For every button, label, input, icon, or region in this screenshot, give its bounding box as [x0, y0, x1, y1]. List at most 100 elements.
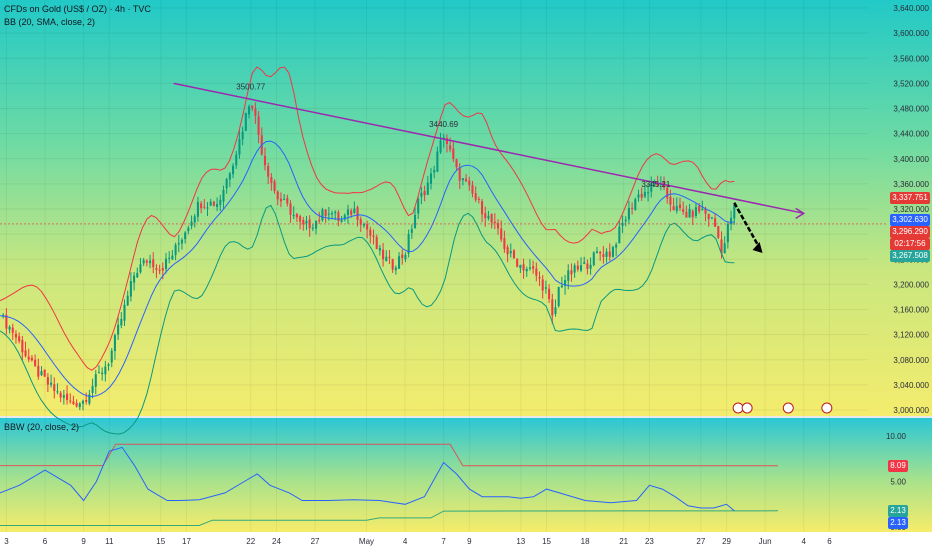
- candle-body: [53, 384, 56, 392]
- candle-body: [420, 192, 423, 197]
- candle-body: [647, 192, 650, 194]
- candle-body: [394, 267, 397, 271]
- candle-body: [219, 199, 222, 205]
- candle-body: [91, 386, 94, 393]
- candle-body: [532, 266, 535, 269]
- resistance-trendline[interactable]: [173, 82, 804, 215]
- x-tick-label: 4: [801, 537, 806, 546]
- event-flag-icon[interactable]: [732, 402, 744, 414]
- candle-body: [682, 209, 685, 212]
- candle-body: [429, 173, 433, 184]
- candle-body: [468, 180, 471, 186]
- candle-body: [184, 232, 187, 240]
- candle-body: [330, 213, 334, 215]
- candle-body: [305, 220, 308, 224]
- x-tick-label: 24: [272, 537, 281, 546]
- candle-body: [615, 244, 618, 248]
- candle-body: [691, 210, 694, 218]
- candle-body: [707, 214, 710, 220]
- price-badge: 3,302.630: [890, 213, 930, 226]
- bbw-legend[interactable]: BBW (20, close, 2): [4, 422, 80, 432]
- candle-body: [378, 247, 381, 251]
- bbw-highest-expansion: [0, 443, 778, 467]
- candle-body: [576, 265, 579, 270]
- x-tick-label: 15: [156, 537, 165, 546]
- candle-body: [516, 259, 519, 267]
- candle-body: [244, 113, 247, 131]
- candle-body: [43, 369, 46, 377]
- x-tick-label: 11: [105, 537, 114, 546]
- bb-legend[interactable]: BB (20, SMA, close, 2): [4, 17, 96, 27]
- x-tick-label: 13: [516, 537, 525, 546]
- symbol-legend[interactable]: CFDs on Gold (US$ / OZ) · 4h · TVC: [4, 4, 151, 14]
- candle-body: [340, 219, 343, 222]
- candle-body: [535, 268, 538, 276]
- candle-body: [484, 213, 487, 219]
- bb-basis-line: [0, 140, 735, 398]
- candle-body: [730, 217, 733, 225]
- pane-separator[interactable]: [0, 416, 932, 418]
- x-tick-label: 29: [722, 537, 731, 546]
- candle-body: [123, 304, 126, 321]
- candle-body: [564, 280, 567, 286]
- time-axis[interactable]: [0, 532, 932, 550]
- x-tick-label: 6: [43, 537, 48, 546]
- candle-body: [247, 106, 251, 115]
- candle-body: [324, 209, 327, 216]
- candle-body: [158, 269, 161, 271]
- event-flag-icon[interactable]: [782, 402, 794, 414]
- bb-upper-band: [0, 66, 735, 371]
- y-tick-label: 3,640.000: [893, 4, 929, 13]
- candle-body: [496, 223, 500, 229]
- event-flag-icon[interactable]: [741, 402, 753, 414]
- candle-body: [541, 279, 544, 291]
- y-tick-label: 3,000.000: [893, 406, 929, 415]
- candle-body: [477, 198, 480, 200]
- bbw-value-badge: 2.13: [888, 504, 908, 517]
- candle-body: [611, 247, 614, 258]
- candle-body: [203, 206, 206, 208]
- candle-body: [592, 252, 595, 266]
- candle-body: [385, 256, 388, 262]
- candle-body: [190, 221, 193, 227]
- candle-body: [302, 220, 305, 225]
- candle-body: [110, 350, 113, 363]
- candle-body: [270, 177, 273, 183]
- bb-lower-band: [0, 204, 735, 435]
- candle-body: [423, 190, 426, 196]
- bbw-value-badge: 8.09: [888, 459, 908, 472]
- bbw-indicator-pane[interactable]: [0, 418, 932, 532]
- candle-body: [327, 213, 330, 215]
- projection-arrow[interactable]: [733, 202, 761, 249]
- candle-body: [193, 216, 196, 223]
- candle-body: [133, 275, 136, 283]
- candle-body: [356, 207, 359, 220]
- candle-body: [152, 259, 155, 268]
- candle-body: [375, 237, 378, 249]
- candle-body: [525, 268, 528, 272]
- candle-body: [311, 227, 314, 229]
- candle-body: [283, 199, 286, 201]
- candle-body: [382, 249, 385, 260]
- candle-body: [267, 166, 270, 177]
- candle-body: [257, 116, 260, 135]
- candle-body: [346, 209, 350, 215]
- y-tick-label: 3,040.000: [893, 381, 929, 390]
- candle-body: [228, 173, 231, 180]
- candle-body: [544, 287, 547, 289]
- candle-body: [168, 257, 171, 259]
- x-tick-label: 7: [441, 537, 446, 546]
- candle-body: [519, 264, 522, 269]
- candle-body: [46, 377, 49, 385]
- candle-body: [97, 372, 101, 374]
- x-tick-label: 27: [311, 537, 320, 546]
- candle-body: [579, 265, 583, 271]
- x-tick-label: 4: [403, 537, 408, 546]
- candle-body: [263, 155, 267, 166]
- candle-body: [299, 216, 302, 222]
- candle-body: [455, 159, 458, 168]
- event-flag-icon[interactable]: [821, 402, 833, 414]
- candle-body: [161, 268, 164, 271]
- candle-body: [251, 105, 254, 109]
